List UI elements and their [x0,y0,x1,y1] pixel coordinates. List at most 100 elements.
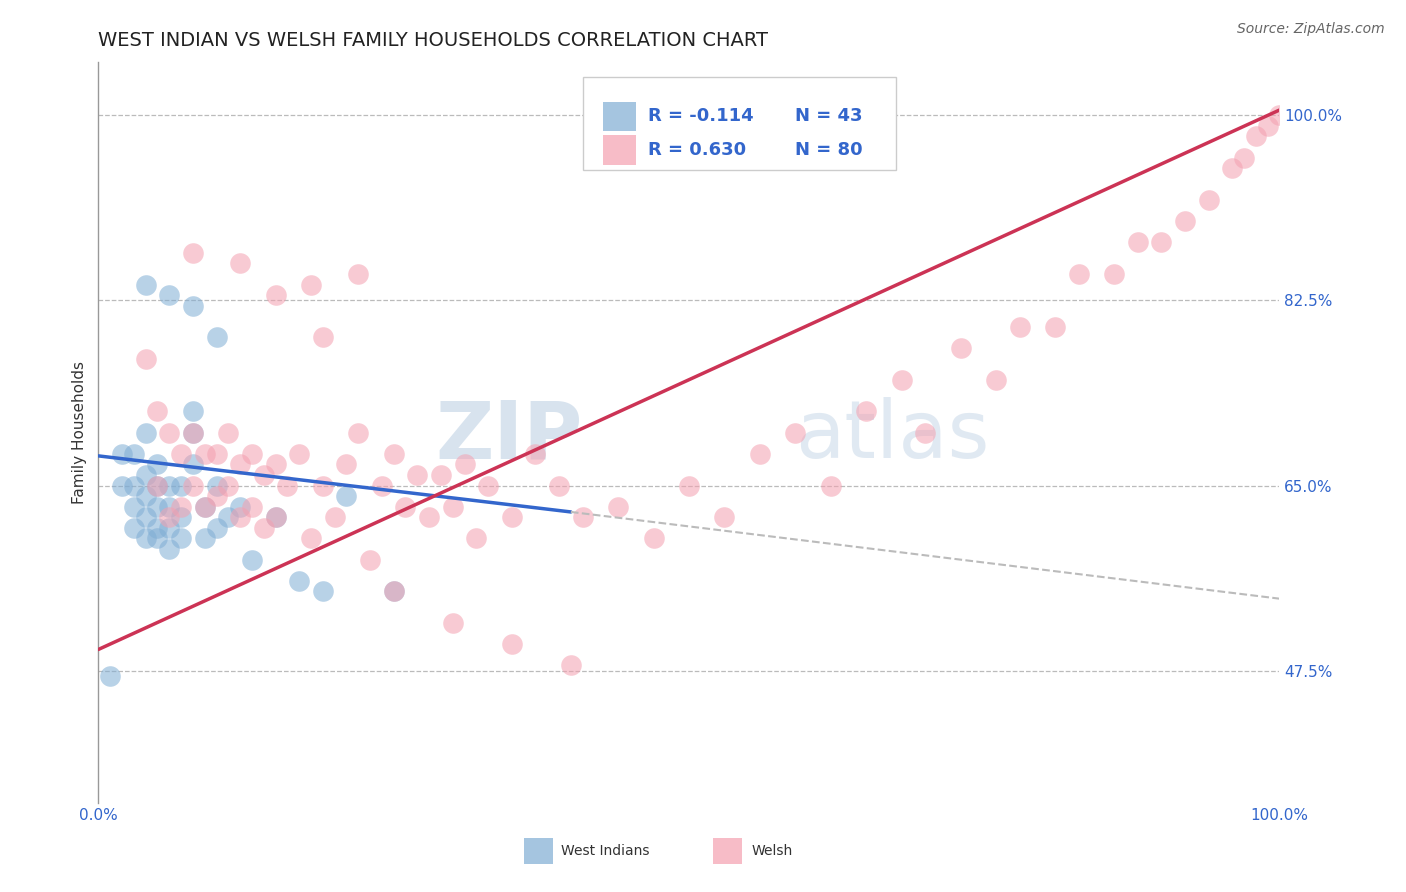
Point [441,615,464,630]
Point [170,478,193,492]
Bar [603,135,636,165]
Point [264,458,287,472]
Point [157,425,180,440]
Point [157,541,180,556]
Point [820,478,842,492]
Point [382,584,405,599]
Point [181,425,204,440]
Bar [603,102,636,131]
Point [194,500,217,514]
Point [276,478,298,492]
Point [135,351,157,366]
Point [135,532,157,546]
Text: N = 43: N = 43 [796,108,863,126]
Point [1174,214,1197,228]
Point [1126,235,1149,250]
Point [135,510,157,524]
Point [181,245,204,260]
Point [1233,151,1256,165]
Point [1008,319,1031,334]
Point [111,478,134,492]
Text: WEST INDIAN VS WELSH FAMILY HOUSEHOLDS CORRELATION CHART: WEST INDIAN VS WELSH FAMILY HOUSEHOLDS C… [98,30,769,50]
Point [229,500,252,514]
Point [205,447,228,461]
Point [748,447,770,461]
Point [312,330,335,344]
Point [170,532,193,546]
Point [170,500,193,514]
Point [135,489,157,503]
Point [949,341,972,355]
Point [312,478,335,492]
Point [1043,319,1066,334]
Point [453,458,475,472]
Point [1257,119,1279,133]
Point [146,478,169,492]
Text: West Indians: West Indians [561,844,650,858]
Point [205,521,228,535]
Point [382,584,405,599]
Point [135,277,157,292]
Point [1198,193,1220,207]
Point [157,510,180,524]
Point [571,510,593,524]
Point [347,425,370,440]
Point [548,478,571,492]
Point [264,510,287,524]
Point [501,510,523,524]
Point [217,425,239,440]
Point [240,552,263,566]
Point [229,458,252,472]
Text: atlas: atlas [796,397,990,475]
Point [194,447,217,461]
Point [1067,267,1090,281]
Point [217,478,239,492]
Point [477,478,499,492]
Point [914,425,936,440]
Point [122,478,145,492]
Text: R = 0.630: R = 0.630 [648,141,745,159]
Point [418,510,440,524]
Point [855,404,877,418]
Point [205,478,228,492]
Text: R = -0.114: R = -0.114 [648,108,754,126]
Point [264,288,287,302]
Point [146,458,169,472]
Point [359,552,381,566]
FancyBboxPatch shape [582,78,896,169]
Point [1244,129,1267,144]
Point [181,425,204,440]
Point [253,521,276,535]
Point [194,500,217,514]
Point [441,500,464,514]
Point [229,256,252,270]
Point [524,447,547,461]
Point [288,574,311,588]
Point [299,277,322,292]
Point [146,521,169,535]
Point [1268,108,1291,122]
Point [111,447,134,461]
Point [382,447,405,461]
Point [253,467,276,482]
Point [785,425,807,440]
Point [240,447,263,461]
Point [560,658,582,673]
Point [335,489,357,503]
Point [240,500,263,514]
Point [146,532,169,546]
Text: Source: ZipAtlas.com: Source: ZipAtlas.com [1237,22,1385,37]
Point [146,500,169,514]
Point [643,532,665,546]
Text: ZIP: ZIP [436,397,582,475]
Point [194,532,217,546]
Point [430,467,453,482]
Point [890,373,912,387]
Point [335,458,357,472]
Y-axis label: Family Households: Family Households [72,361,87,504]
Point [217,510,239,524]
Point [122,500,145,514]
Point [299,532,322,546]
Point [394,500,416,514]
Point [146,478,169,492]
